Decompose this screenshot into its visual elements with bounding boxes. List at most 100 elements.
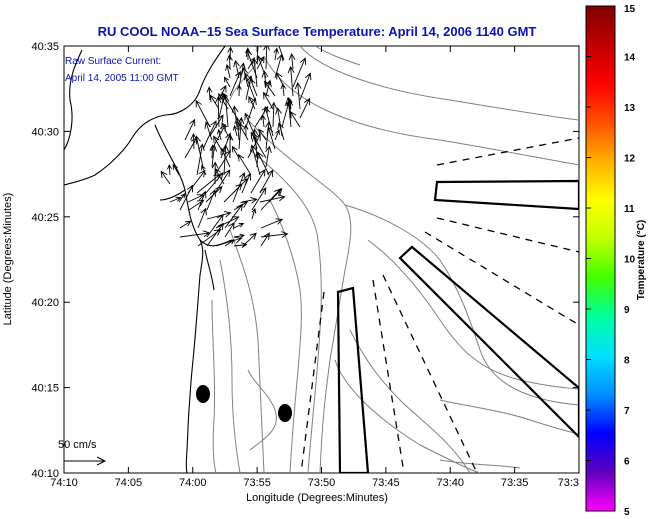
current-vector <box>215 216 240 229</box>
current-vector <box>260 188 282 211</box>
current-vector <box>172 163 180 176</box>
current-vector <box>206 189 216 211</box>
current-vector <box>274 129 280 141</box>
current-vector <box>242 232 257 247</box>
current-vector <box>260 232 270 247</box>
current-vector <box>204 121 213 141</box>
current-vector <box>197 207 207 229</box>
current-vector <box>233 59 240 79</box>
current-vector <box>229 70 242 97</box>
y-tick-label: 40:10 <box>31 468 59 480</box>
current-vector <box>232 124 238 137</box>
current-vector <box>238 62 246 88</box>
current-vector <box>232 171 246 203</box>
x-tick-label: 73:45 <box>372 477 400 489</box>
current-vector <box>258 128 267 141</box>
colorbar-tick-label: 8 <box>624 356 630 367</box>
x-tick-label: 73:55 <box>243 477 271 489</box>
y-tick-label: 40:15 <box>31 383 59 395</box>
current-vector <box>231 145 240 159</box>
current-vector <box>260 218 284 229</box>
current-vector <box>215 236 243 247</box>
scale-arrow-label: 50 cm/s <box>58 439 97 451</box>
current-vector <box>233 201 249 211</box>
map-title: RU COOL NOAA−15 Sea Surface Temperature:… <box>98 24 537 39</box>
current-vector <box>251 207 257 220</box>
colorbar-tick-label: 10 <box>624 255 636 266</box>
current-vector <box>241 66 249 88</box>
current-vector <box>237 153 252 176</box>
current-vector <box>233 233 245 239</box>
current-vector <box>179 230 211 238</box>
current-vector <box>281 99 292 128</box>
current-vector <box>250 131 267 159</box>
current-vector <box>209 94 220 110</box>
current-vector <box>184 118 196 141</box>
current-vector <box>265 145 272 168</box>
current-vector <box>225 64 232 79</box>
current-vector <box>224 221 235 238</box>
station-marker[interactable] <box>196 385 210 403</box>
colorbar-ticks: 15 14 13 12 11 10 9 8 7 6 5 <box>586 4 636 518</box>
current-vector <box>227 46 234 61</box>
current-vector <box>274 53 284 79</box>
y-tick-label: 40:30 <box>31 126 59 138</box>
current-vector <box>251 57 259 88</box>
current-vector <box>277 122 285 141</box>
current-vector <box>179 184 194 211</box>
current-vector <box>201 164 207 176</box>
transects <box>300 137 579 473</box>
y-axis-ticks: 40:35 40:30 40:25 40:20 40:15 40:10 <box>31 41 579 480</box>
current-vector <box>251 187 267 211</box>
current-vector <box>236 84 242 97</box>
current-vector <box>206 213 224 238</box>
current-vector <box>205 185 223 203</box>
current-vector <box>160 170 171 185</box>
current-vector <box>288 52 296 70</box>
x-tick-label: 74:05 <box>115 477 143 489</box>
current-vector <box>287 65 295 97</box>
current-label: Raw Surface Current: <box>65 56 161 67</box>
y-tick-label: 40:25 <box>31 212 59 224</box>
current-vector <box>270 101 278 128</box>
transect-box-center <box>336 286 370 473</box>
y-tick-label: 40:35 <box>31 41 59 53</box>
current-vector <box>206 210 232 220</box>
current-vector <box>273 47 279 61</box>
colorbar-tick-label: 11 <box>624 204 635 215</box>
current-vector <box>179 220 192 229</box>
current-vector <box>254 46 262 61</box>
scale-arrow <box>64 456 107 466</box>
current-vector <box>195 99 211 128</box>
station-marker[interactable] <box>278 404 292 422</box>
current-vector <box>221 143 229 176</box>
current-vector <box>299 97 311 119</box>
current-vector <box>214 169 231 194</box>
current-vector <box>250 144 261 176</box>
x-tick-label: 74:10 <box>50 477 78 489</box>
current-vector <box>167 163 172 176</box>
current-vector <box>261 70 269 88</box>
x-tick-label: 74:00 <box>179 477 207 489</box>
coastline <box>64 46 233 473</box>
current-vector <box>202 120 217 150</box>
transect-box-southeast <box>398 245 579 439</box>
current-vector <box>224 239 235 247</box>
current-vector <box>299 72 312 101</box>
current-vector <box>224 203 244 229</box>
current-vector <box>233 222 245 229</box>
surface-current-vectors <box>160 46 312 249</box>
colorbar-tick-label: 7 <box>624 406 630 417</box>
colorbar-tick-label: 5 <box>624 507 630 518</box>
colorbar-tick-label: 9 <box>624 305 630 316</box>
current-vector <box>260 231 289 238</box>
current-vector <box>263 80 276 97</box>
colorbar-tick-label: 12 <box>624 154 636 165</box>
x-tick-label: 73:50 <box>308 477 336 489</box>
y-axis-label: Latitude (Degrees:Minutes) <box>2 193 14 326</box>
current-vector <box>247 133 261 159</box>
map-panel[interactable]: Raw Surface Current: April 14, 2005 11:0… <box>58 37 580 474</box>
current-vector <box>292 57 307 88</box>
current-vector <box>226 54 233 70</box>
current-vector <box>224 76 231 88</box>
